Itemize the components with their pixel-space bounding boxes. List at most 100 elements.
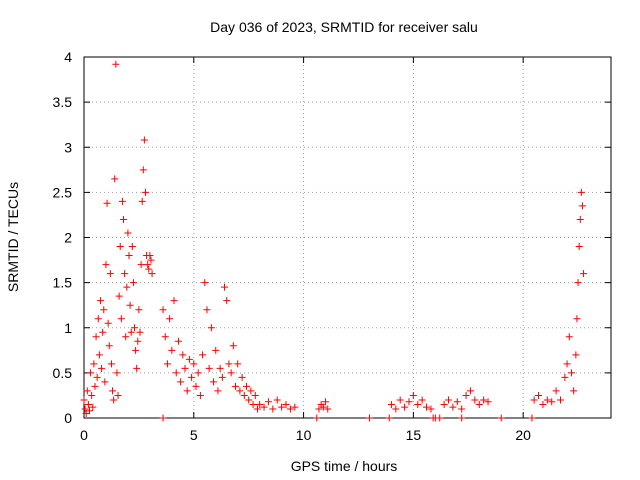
data-point bbox=[401, 403, 409, 411]
data-point bbox=[128, 243, 136, 251]
data-point bbox=[133, 364, 141, 372]
data-point bbox=[99, 328, 107, 336]
data-point bbox=[324, 405, 332, 413]
data-point bbox=[136, 328, 144, 336]
data-point bbox=[190, 360, 198, 368]
data-point bbox=[168, 346, 176, 354]
data-point bbox=[256, 400, 264, 408]
y-tick-label: 1 bbox=[64, 320, 72, 336]
data-point bbox=[565, 333, 573, 341]
data-point bbox=[387, 400, 395, 408]
data-point bbox=[159, 306, 167, 314]
y-tick-label: 2.5 bbox=[53, 184, 73, 200]
data-point bbox=[385, 414, 393, 422]
data-point bbox=[216, 364, 224, 372]
data-point bbox=[480, 396, 488, 404]
data-point bbox=[223, 297, 231, 305]
data-point bbox=[135, 306, 143, 314]
data-point bbox=[111, 175, 119, 183]
data-point bbox=[543, 396, 551, 404]
data-point bbox=[466, 387, 474, 395]
data-point bbox=[232, 382, 240, 390]
data-point bbox=[556, 396, 564, 404]
data-point bbox=[414, 400, 422, 408]
data-point bbox=[91, 382, 99, 390]
data-point bbox=[199, 351, 207, 359]
data-point bbox=[131, 324, 139, 332]
data-point bbox=[580, 270, 588, 278]
data-point bbox=[87, 369, 95, 377]
data-point bbox=[449, 403, 457, 411]
data-point bbox=[221, 283, 229, 291]
data-point bbox=[98, 364, 106, 372]
data-point bbox=[122, 333, 130, 341]
data-point bbox=[264, 398, 272, 406]
x-tick-label: 15 bbox=[406, 427, 422, 443]
plot-frame bbox=[83, 56, 612, 419]
data-point bbox=[140, 136, 148, 144]
data-point bbox=[102, 261, 110, 269]
data-point bbox=[89, 403, 97, 411]
data-point bbox=[113, 369, 121, 377]
data-point bbox=[104, 319, 112, 327]
data-point bbox=[409, 391, 417, 399]
data-point bbox=[134, 337, 142, 345]
data-point bbox=[251, 391, 259, 399]
data-point bbox=[214, 387, 222, 395]
data-point bbox=[484, 398, 492, 406]
data-point bbox=[567, 369, 575, 377]
data-point bbox=[148, 270, 156, 278]
data-point bbox=[110, 396, 118, 404]
data-point bbox=[90, 360, 98, 368]
data-point bbox=[109, 387, 117, 395]
data-point bbox=[83, 387, 91, 395]
data-point bbox=[322, 398, 330, 406]
data-point bbox=[315, 405, 323, 413]
data-point bbox=[123, 283, 131, 291]
data-point bbox=[575, 243, 583, 251]
data-point bbox=[234, 360, 242, 368]
data-point bbox=[124, 229, 132, 237]
data-point bbox=[392, 405, 400, 413]
data-point bbox=[273, 396, 281, 404]
data-point bbox=[185, 355, 193, 363]
data-point bbox=[96, 297, 104, 305]
y-tick-label: 4 bbox=[64, 49, 72, 65]
y-tick-label: 2 bbox=[64, 230, 72, 246]
data-point bbox=[247, 387, 255, 395]
data-point bbox=[161, 333, 169, 341]
data-point bbox=[282, 400, 290, 408]
data-point bbox=[313, 414, 321, 422]
data-point bbox=[286, 405, 294, 413]
data-point bbox=[423, 403, 431, 411]
data-point bbox=[107, 360, 115, 368]
data-point bbox=[535, 391, 543, 399]
x-tick-label: 0 bbox=[80, 427, 88, 443]
data-point bbox=[192, 382, 200, 390]
data-point bbox=[236, 387, 244, 395]
data-point bbox=[95, 351, 103, 359]
data-point bbox=[576, 215, 584, 223]
data-point bbox=[181, 364, 189, 372]
data-point bbox=[88, 391, 96, 399]
x-tick-label: 10 bbox=[296, 427, 312, 443]
data-point bbox=[100, 306, 108, 314]
data-point bbox=[245, 396, 253, 404]
x-axis-label: GPS time / hours bbox=[291, 458, 398, 474]
data-point bbox=[227, 369, 235, 377]
data-point bbox=[242, 382, 250, 390]
data-point bbox=[85, 407, 93, 415]
data-point bbox=[125, 252, 133, 260]
data-point bbox=[269, 405, 277, 413]
data-point bbox=[212, 346, 220, 354]
data-point bbox=[126, 301, 134, 309]
data-point bbox=[118, 197, 126, 205]
data-point bbox=[260, 403, 268, 411]
data-point bbox=[475, 400, 483, 408]
data-point bbox=[530, 396, 538, 404]
data-point bbox=[183, 387, 191, 395]
data-point bbox=[471, 396, 479, 404]
data-point bbox=[210, 378, 218, 386]
data-point bbox=[170, 297, 178, 305]
